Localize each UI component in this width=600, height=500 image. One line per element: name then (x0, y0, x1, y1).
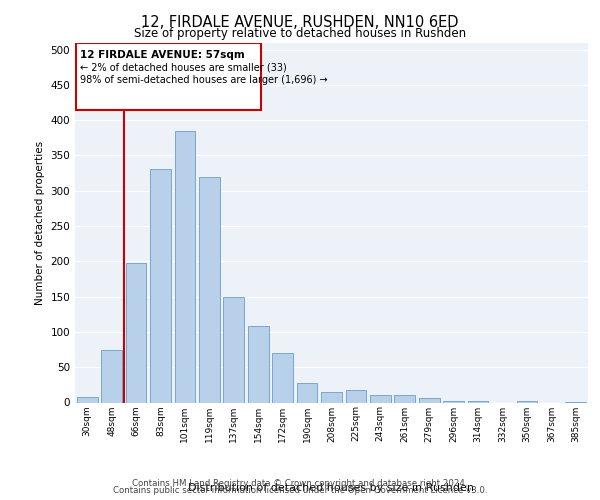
Bar (175, 130, 196, 402)
Text: 12, FIRDALE AVENUE, RUSHDEN, NN10 6ED: 12, FIRDALE AVENUE, RUSHDEN, NN10 6ED (141, 15, 459, 30)
Text: Contains public sector information licensed under the Open Government Licence v3: Contains public sector information licen… (113, 486, 487, 495)
Bar (346, 390, 367, 402)
Text: 12 FIRDALE AVENUE: 57sqm: 12 FIRDALE AVENUE: 57sqm (80, 50, 245, 59)
FancyBboxPatch shape (76, 42, 260, 110)
Bar (101, 350, 122, 403)
X-axis label: Distribution of detached houses by size in Rushden: Distribution of detached houses by size … (188, 484, 475, 494)
Text: ← 2% of detached houses are smaller (33): ← 2% of detached houses are smaller (33) (80, 62, 287, 72)
Bar (296, 382, 317, 402)
Bar (443, 401, 464, 402)
Bar (125, 264, 146, 402)
Bar (77, 397, 98, 402)
Bar (223, 296, 244, 403)
Bar (394, 396, 415, 402)
Bar (248, 326, 269, 402)
Bar (370, 396, 391, 402)
Text: Size of property relative to detached houses in Rushden: Size of property relative to detached ho… (134, 28, 466, 40)
Bar (150, 169, 171, 402)
Bar (272, 353, 293, 403)
Bar (199, 178, 220, 402)
Bar (321, 392, 342, 402)
Y-axis label: Number of detached properties: Number of detached properties (35, 140, 45, 304)
Bar (467, 401, 488, 402)
Bar (517, 401, 538, 402)
Text: Contains HM Land Registry data © Crown copyright and database right 2024.: Contains HM Land Registry data © Crown c… (132, 478, 468, 488)
Bar (419, 398, 440, 402)
Text: 98% of semi-detached houses are larger (1,696) →: 98% of semi-detached houses are larger (… (80, 75, 328, 85)
